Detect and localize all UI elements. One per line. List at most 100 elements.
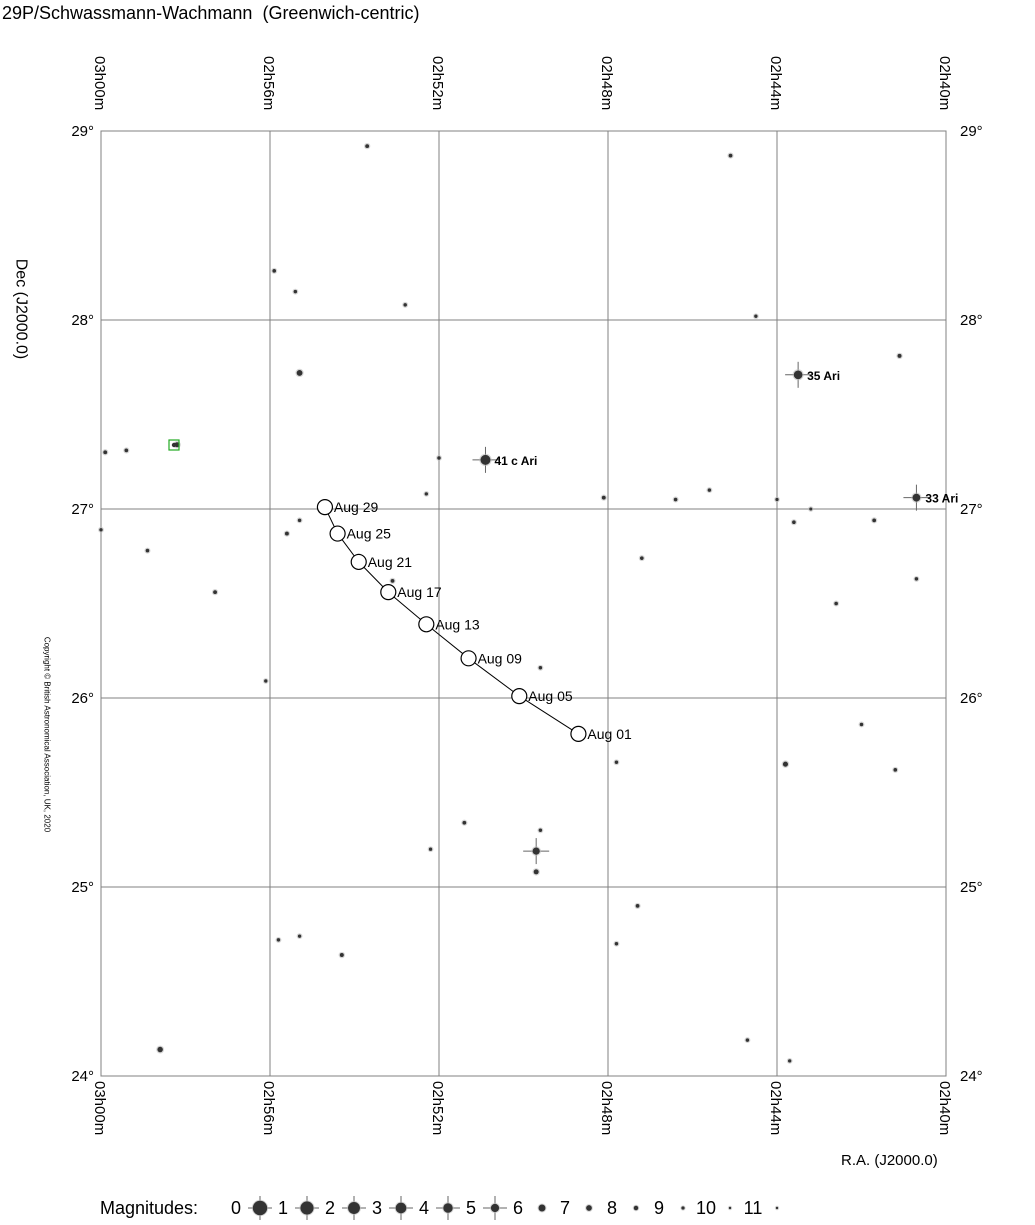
star xyxy=(752,313,759,320)
star xyxy=(283,530,291,537)
marker-star xyxy=(171,442,177,448)
legend-star xyxy=(395,1202,407,1214)
comet-date-label: Aug 25 xyxy=(347,526,392,542)
comet-position-marker xyxy=(511,688,528,705)
star xyxy=(427,846,434,853)
star-dot xyxy=(103,450,108,455)
comet-date-label: Aug 09 xyxy=(478,650,523,666)
star xyxy=(275,936,282,943)
star xyxy=(271,267,278,274)
star xyxy=(727,152,734,159)
star-dot xyxy=(99,528,103,532)
magnitude-value: 8 xyxy=(607,1198,617,1218)
star-dot xyxy=(296,369,303,376)
star xyxy=(338,951,346,959)
star xyxy=(790,519,797,526)
copyright-notice: Copyright © British Astronomical Associa… xyxy=(42,636,52,833)
legend-star xyxy=(586,1205,592,1211)
comet-date-label: Aug 21 xyxy=(368,554,413,570)
star-dot xyxy=(745,1038,750,1042)
star-dot xyxy=(793,370,803,380)
star-dot xyxy=(893,768,898,772)
star xyxy=(295,368,304,378)
star-label: 41 c Ari xyxy=(494,454,537,468)
chart-title: 29P/Schwassmann-Wachmann (Greenwich-cent… xyxy=(2,3,420,23)
comet-date-label: Aug 13 xyxy=(435,616,480,632)
star-dot xyxy=(145,548,150,553)
ra-tick-label-top: 03h00m xyxy=(91,56,108,110)
ra-tick-label-top: 02h52m xyxy=(429,56,446,110)
dec-axis-label: Dec (J2000.0) xyxy=(12,258,30,360)
star-dot xyxy=(792,520,796,525)
star xyxy=(296,933,303,940)
magnitude-value: 1 xyxy=(278,1198,288,1218)
star-field: 41 c Ari 35 Ari 33 Ari xyxy=(98,142,958,1064)
magnitude-legend: Magnitudes: 0 1 2 3 4 5 6 7 8 9 10 11 xyxy=(100,1196,780,1220)
star xyxy=(436,455,442,461)
star xyxy=(706,487,713,494)
star xyxy=(532,868,540,876)
star-dot xyxy=(424,492,429,496)
star xyxy=(144,547,151,554)
comet-position-marker xyxy=(418,616,435,633)
ra-axis-label: R.A. (J2000.0) xyxy=(841,1152,938,1169)
star xyxy=(833,600,840,607)
star-dot xyxy=(293,289,298,294)
star-dot xyxy=(775,497,779,502)
star-dot xyxy=(480,454,491,465)
named-star xyxy=(472,446,499,473)
ra-tick-label-top: 02h44m xyxy=(767,56,784,110)
star-dot xyxy=(782,761,788,767)
star xyxy=(600,494,607,501)
star xyxy=(786,1057,793,1064)
dec-tick-label-left: 27° xyxy=(71,501,94,518)
star xyxy=(613,759,620,766)
magnitude-value: 11 xyxy=(744,1198,763,1218)
magnitude-value: 2 xyxy=(325,1198,335,1218)
ra-tick-label-bottom: 02h56m xyxy=(260,1081,277,1135)
magnitude-value: 9 xyxy=(654,1198,664,1218)
dec-tick-label-right: 25° xyxy=(960,879,983,896)
star-dot xyxy=(635,904,640,908)
star-dot xyxy=(533,869,539,875)
magnitude-value: 5 xyxy=(466,1198,476,1218)
star xyxy=(858,721,865,728)
star xyxy=(808,506,814,512)
star xyxy=(364,142,371,150)
star-dot xyxy=(428,847,433,851)
star-dot xyxy=(834,601,838,606)
star-dot xyxy=(809,507,813,511)
star xyxy=(262,678,269,684)
star-label: 33 Ari xyxy=(925,492,958,506)
star-dot xyxy=(707,488,712,492)
star xyxy=(123,447,130,454)
magnitude-value: 4 xyxy=(419,1198,429,1218)
star-dot xyxy=(272,269,277,273)
star xyxy=(537,664,544,671)
star-dot xyxy=(403,303,407,307)
ra-tick-label-bottom: 02h40m xyxy=(936,1081,953,1135)
star-dot xyxy=(276,938,281,942)
star-dot xyxy=(538,666,543,670)
star-dot xyxy=(728,153,733,158)
star xyxy=(98,526,104,533)
ra-tick-label-bottom: 03h00m xyxy=(91,1081,108,1135)
magnitude-value: 10 xyxy=(696,1198,716,1218)
star-dot xyxy=(339,953,344,958)
dec-tick-label-right: 24° xyxy=(960,1068,983,1085)
ra-tick-label-bottom: 02h52m xyxy=(429,1081,446,1135)
star xyxy=(296,517,303,524)
dec-tick-label-right: 28° xyxy=(960,312,983,329)
star-dot xyxy=(264,679,268,683)
star-dot xyxy=(914,577,919,581)
dec-tick-label-left: 24° xyxy=(71,1068,94,1085)
star xyxy=(871,517,878,524)
coordinate-grid xyxy=(100,130,947,1077)
star-dot xyxy=(639,556,644,560)
star xyxy=(774,496,780,503)
comet-date-label: Aug 29 xyxy=(334,499,379,515)
comet-position-marker xyxy=(350,553,367,571)
star xyxy=(402,301,409,308)
star-dot xyxy=(390,578,395,583)
